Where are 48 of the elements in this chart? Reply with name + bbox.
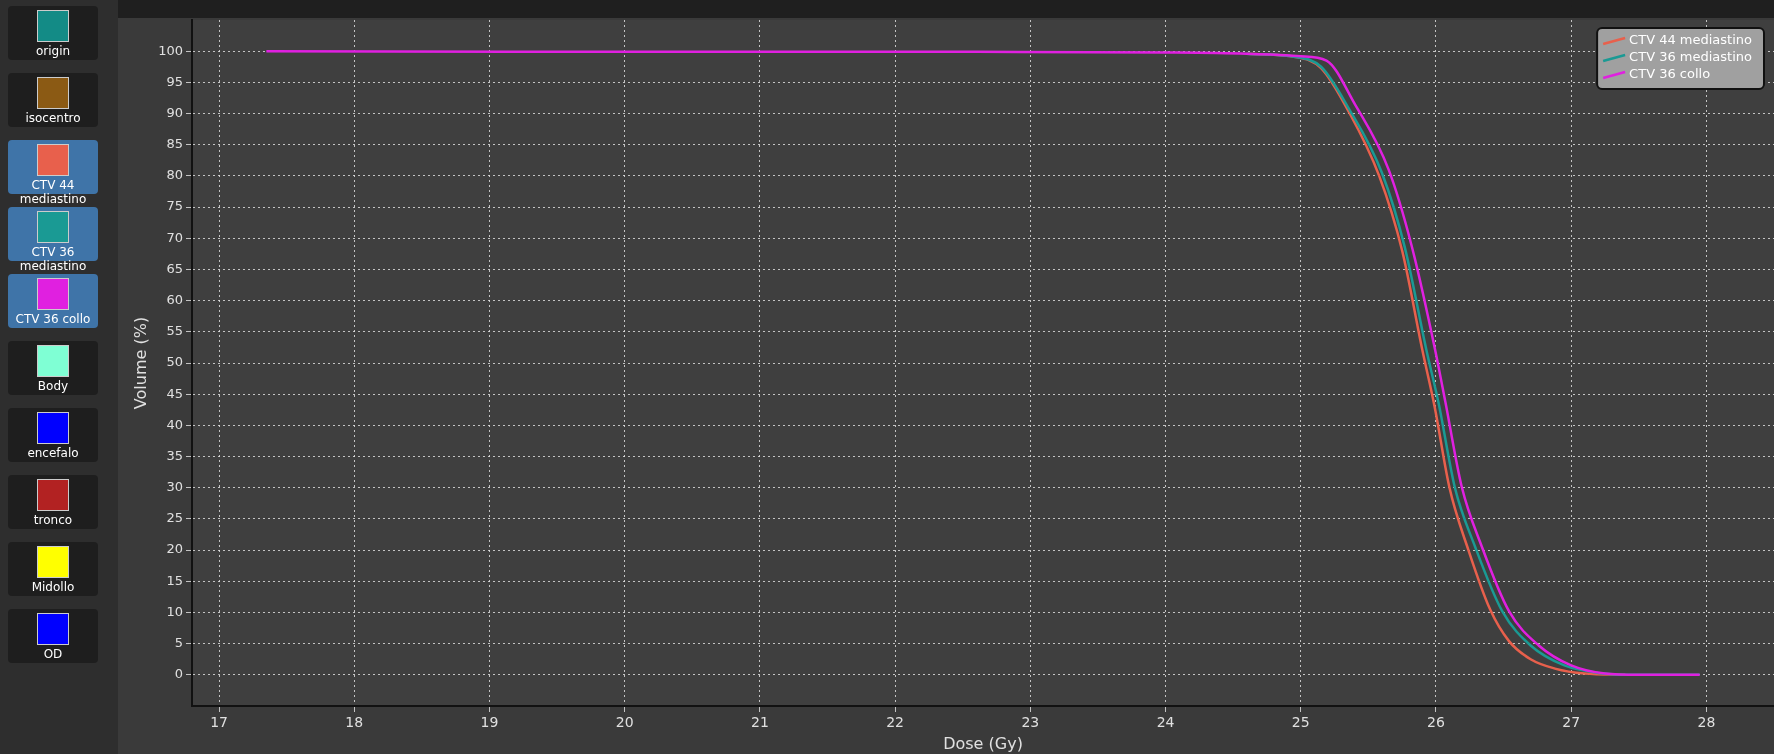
y-tick-label: 40 [166, 416, 184, 432]
y-tick-label: 5 [174, 635, 184, 651]
x-tick-label: 28 [1697, 714, 1716, 731]
y-tick-label: 80 [166, 167, 184, 183]
x-tick-label: 23 [1021, 714, 1040, 731]
y-tick-label: 75 [166, 198, 184, 214]
y-tick-label: 70 [166, 229, 184, 245]
text: CTV 36 mediastino [18, 245, 88, 273]
y-tick-label: 60 [166, 292, 184, 308]
text: origin [34, 44, 72, 58]
x-tick-label: 21 [750, 714, 769, 731]
y-tick-label: 95 [166, 73, 184, 89]
x-tick-label: 25 [1291, 714, 1310, 731]
y-tick-label: 30 [166, 479, 184, 495]
text: CTV 36 collo [14, 312, 92, 326]
x-tick-label: 24 [1156, 714, 1175, 731]
y-tick-label: 35 [166, 447, 184, 463]
x-tick-label: 18 [345, 714, 364, 731]
x-tick-label: 27 [1562, 714, 1581, 731]
legend-label: CTV 36 collo [1629, 66, 1711, 82]
legend-label: CTV 36 mediastino [1629, 49, 1753, 65]
x-axis-title: Dose (Gy) [943, 733, 1023, 753]
x-tick-label: 17 [210, 714, 228, 731]
y-tick-label: 20 [166, 541, 184, 557]
x-tick-label: 22 [886, 714, 905, 731]
y-tick-label: 90 [166, 104, 184, 120]
y-tick-label: 25 [166, 510, 184, 526]
text: CTV 44 mediastino [18, 178, 88, 206]
y-tick-label: 100 [158, 42, 184, 58]
y-tick-label: 85 [166, 136, 184, 152]
text: Body [36, 379, 70, 393]
legend-label: CTV 44 mediastino [1629, 32, 1753, 48]
text: OD [42, 647, 64, 661]
y-tick-label: 50 [166, 354, 184, 370]
y-tick-label: 15 [166, 572, 184, 588]
y-axis-title: Volume (%) [130, 316, 150, 410]
y-tick-label: 65 [166, 260, 184, 276]
x-tick-label: 20 [615, 714, 634, 731]
text: Midollo [30, 580, 76, 594]
y-tick-label: 10 [166, 603, 184, 619]
text: tronco [32, 513, 74, 527]
x-tick-label: 19 [480, 714, 499, 731]
text: isocentro [24, 111, 82, 125]
y-tick-label: 0 [174, 666, 184, 682]
text: encefalo [26, 446, 80, 460]
y-tick-label: 55 [166, 323, 184, 339]
y-tick-label: 45 [166, 385, 184, 401]
x-tick-label: 26 [1427, 714, 1445, 731]
